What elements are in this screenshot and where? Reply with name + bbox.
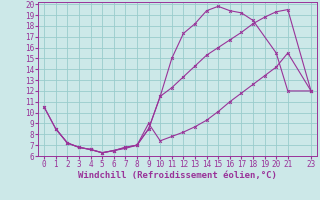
X-axis label: Windchill (Refroidissement éolien,°C): Windchill (Refroidissement éolien,°C) — [78, 171, 277, 180]
